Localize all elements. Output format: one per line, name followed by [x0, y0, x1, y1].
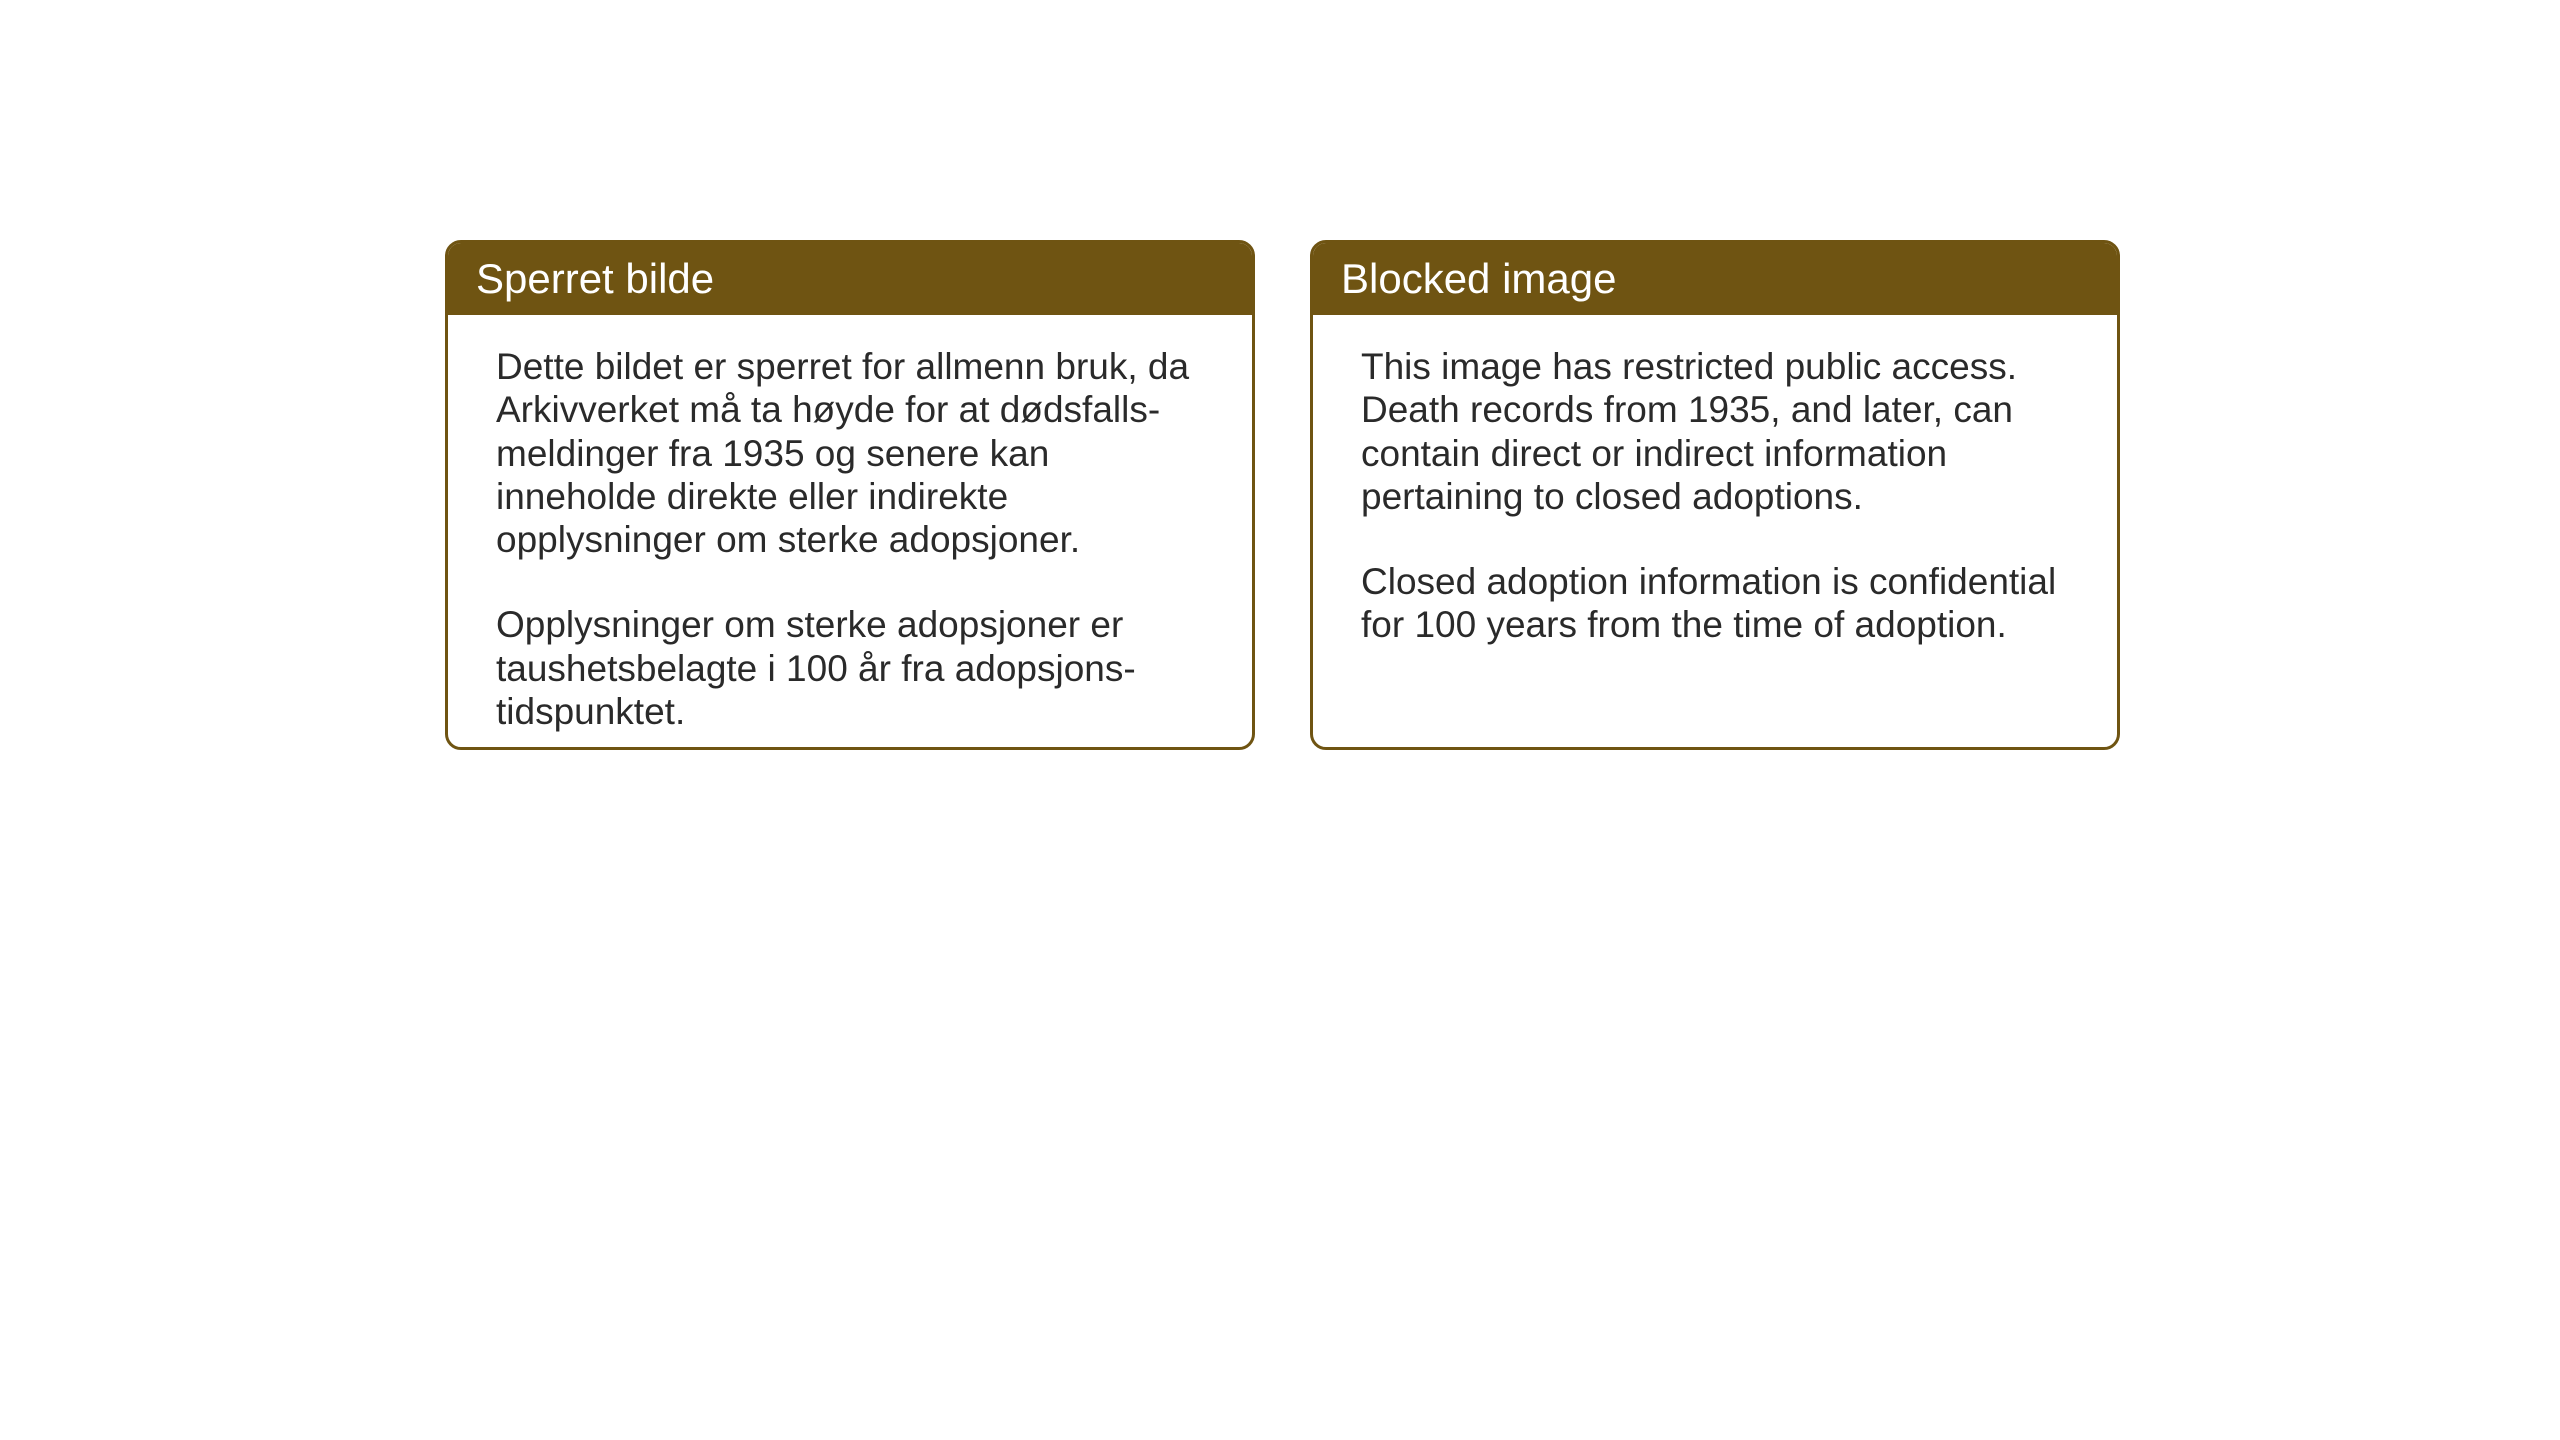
english-paragraph-1: This image has restricted public access.…: [1361, 345, 2069, 518]
norwegian-notice-card: Sperret bilde Dette bildet er sperret fo…: [445, 240, 1255, 750]
norwegian-paragraph-2: Opplysninger om sterke adopsjoner er tau…: [496, 603, 1204, 733]
english-notice-card: Blocked image This image has restricted …: [1310, 240, 2120, 750]
norwegian-card-title: Sperret bilde: [448, 243, 1252, 315]
notice-container: Sperret bilde Dette bildet er sperret fo…: [445, 240, 2120, 750]
english-paragraph-2: Closed adoption information is confident…: [1361, 560, 2069, 647]
english-card-body: This image has restricted public access.…: [1313, 315, 2117, 677]
norwegian-paragraph-1: Dette bildet er sperret for allmenn bruk…: [496, 345, 1204, 561]
norwegian-card-body: Dette bildet er sperret for allmenn bruk…: [448, 315, 1252, 750]
english-card-title: Blocked image: [1313, 243, 2117, 315]
